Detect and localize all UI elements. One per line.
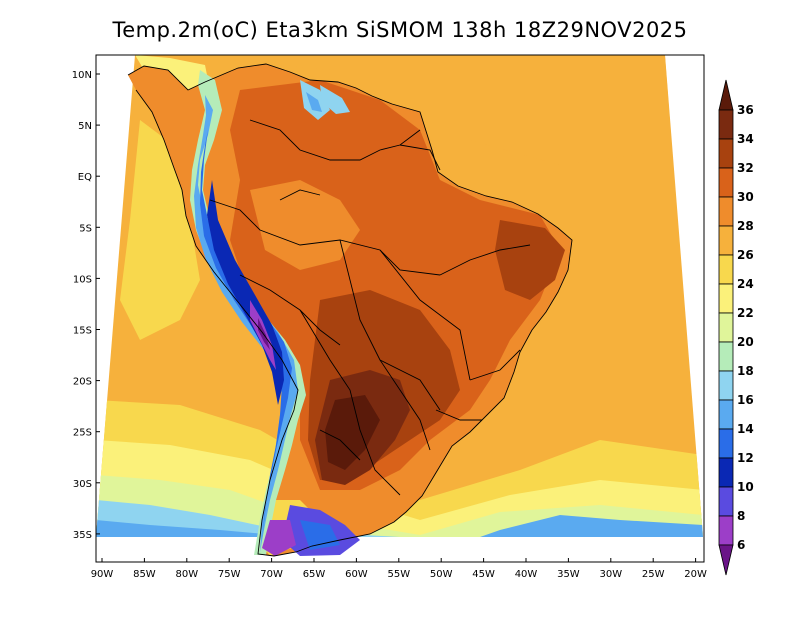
colorbar-swatch: [718, 138, 734, 169]
andes-chain: [190, 70, 360, 556]
lon-tick-label: 45W: [472, 569, 495, 580]
colorbar-label: 34: [737, 132, 754, 146]
colorbar-label: 18: [737, 364, 754, 378]
lat-tick-label: 5S: [79, 223, 92, 234]
colorbar-swatch: [718, 457, 734, 488]
colorbar-swatch: [718, 399, 734, 430]
colorbar-swatch: [718, 109, 734, 140]
colorbar-label: 24: [737, 277, 754, 291]
colorbar-swatch: [718, 225, 734, 256]
colorbar-label: 6: [737, 538, 745, 552]
ocean-band-18: [96, 520, 300, 537]
colorbar-label: 16: [737, 393, 754, 407]
colorbar-label: 20: [737, 335, 754, 349]
lon-tick-label: 85W: [133, 569, 156, 580]
colorbar-label: 28: [737, 219, 754, 233]
lat-tick-label: 20S: [73, 377, 92, 388]
land-hot-36: [325, 395, 380, 470]
lon-tick-label: 40W: [515, 569, 538, 580]
lon-tick-label: 90W: [91, 569, 114, 580]
lon-tick-label: 80W: [175, 569, 198, 580]
colorbar-label: 10: [737, 480, 754, 494]
lat-tick-label: 15S: [73, 326, 92, 337]
map-frame: [95, 54, 705, 563]
colorbar-swatch: [718, 428, 734, 459]
ocean-band-southeast: [480, 515, 703, 537]
colorbar-label: 22: [737, 306, 754, 320]
lat-tick-label: 30S: [73, 479, 92, 490]
latitude-axis: 10N 5N EQ 5S 10S 15S 20S 25S 30S 35S: [72, 70, 100, 541]
colorbar-swatch: [718, 196, 734, 227]
colorbar: 36 34 32 30 28 26 24 22 20 18 16 14 12 10 8 6: [718, 79, 754, 576]
borders: [127, 63, 573, 557]
lat-tick-label: 10S: [73, 274, 92, 285]
lon-tick-label: 35W: [557, 569, 580, 580]
lon-tick-label: 20W: [684, 569, 707, 580]
lon-tick-label: 30W: [599, 569, 622, 580]
colorbar-top-arrow: [718, 79, 734, 111]
map-title: Temp.2m(oC) Eta3km SiSMOM 138h 18Z29NOV2…: [112, 18, 688, 42]
land-amazon-warm: [250, 180, 360, 270]
colorbar-swatch: [718, 370, 734, 401]
colorbar-swatch: [718, 486, 734, 517]
colorbar-label: 14: [737, 422, 754, 436]
lon-tick-label: 50W: [430, 569, 453, 580]
lon-tick-label: 70W: [260, 569, 283, 580]
lat-tick-label: 35S: [73, 530, 92, 541]
colorbar-bottom-arrow: [718, 544, 734, 576]
colorbar-label: 12: [737, 451, 754, 465]
colorbar-swatch: [718, 283, 734, 314]
lat-tick-label: 5N: [78, 121, 92, 132]
colorbar-label: 32: [737, 161, 754, 175]
colorbar-swatch: [718, 312, 734, 343]
lat-tick-label: EQ: [78, 172, 92, 183]
colorbar-swatch: [718, 341, 734, 372]
lat-tick-label: 10N: [72, 70, 92, 81]
colorbar-label: 30: [737, 190, 754, 204]
lon-tick-label: 75W: [218, 569, 241, 580]
lon-tick-label: 65W: [303, 569, 326, 580]
land-northeast-hot: [495, 220, 565, 300]
colorbar-label: 8: [737, 509, 745, 523]
longitude-axis: 90W 85W 80W 75W 70W 65W 60W 55W 50W 45W 40W 35W 30W 2…: [91, 558, 707, 580]
colorbar-label: 36: [737, 103, 754, 117]
colorbar-swatch: [718, 167, 734, 198]
lon-tick-label: 60W: [345, 569, 368, 580]
colorbar-swatch: [718, 515, 734, 546]
colorbar-swatch: [718, 254, 734, 285]
lat-tick-label: 25S: [73, 428, 92, 439]
lon-tick-label: 25W: [642, 569, 665, 580]
lon-tick-label: 55W: [387, 569, 410, 580]
colorbar-label: 26: [737, 248, 754, 262]
